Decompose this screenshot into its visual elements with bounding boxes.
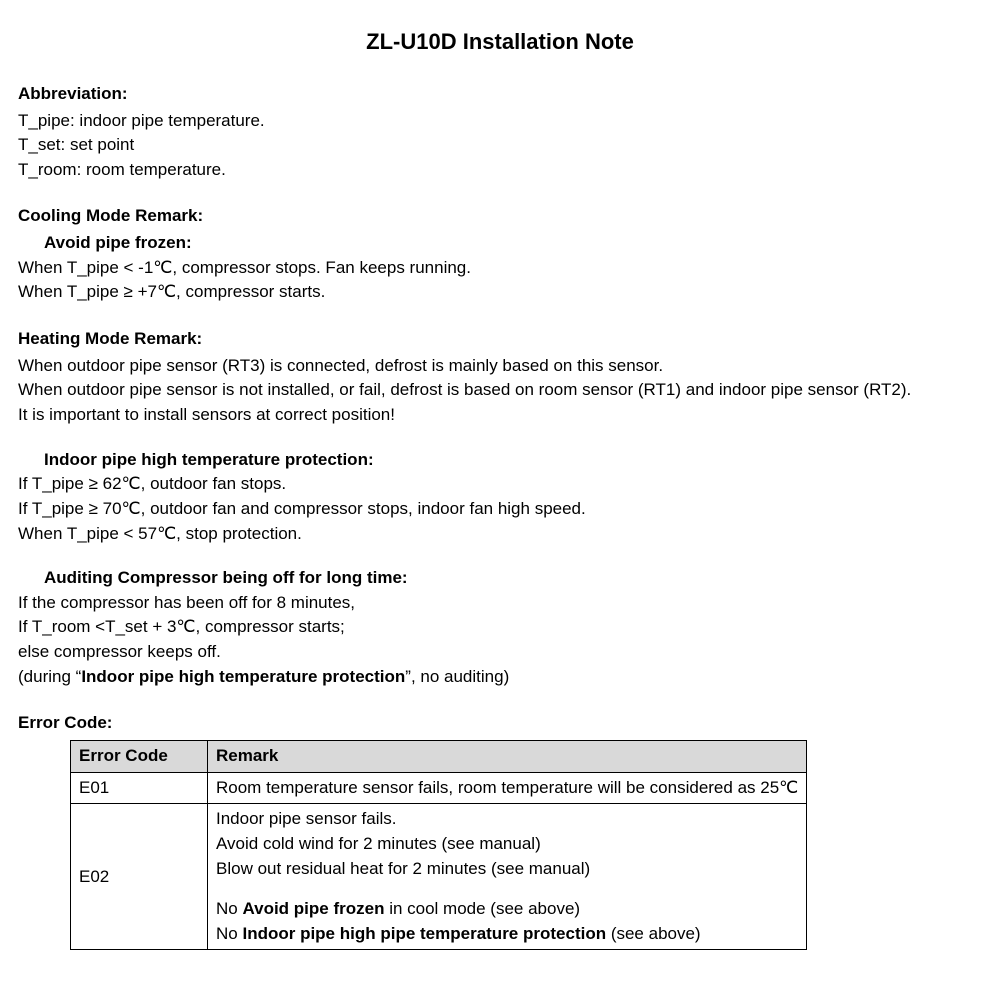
heating-line: When outdoor pipe sensor is not installe… — [18, 378, 982, 403]
error-col-code: Error Code — [71, 740, 208, 772]
cooling-line: When T_pipe ≥ +7℃, compressor starts. — [18, 280, 982, 305]
page-title: ZL-U10D Installation Note — [18, 26, 982, 58]
remark-text: in cool mode (see above) — [384, 899, 580, 918]
abbrev-line: T_pipe: indoor pipe temperature. — [18, 109, 982, 134]
abbrev-heading: Abbreviation: — [18, 82, 982, 107]
table-row: E02 Indoor pipe sensor fails. Avoid cold… — [71, 804, 807, 950]
heating-line: It is important to install sensors at co… — [18, 403, 982, 428]
remark-line: Avoid cold wind for 2 minutes (see manua… — [216, 832, 798, 857]
cooling-subhead: Avoid pipe frozen: — [44, 231, 982, 256]
remark-line: No Indoor pipe high pipe temperature pro… — [216, 922, 798, 947]
cooling-heading: Cooling Mode Remark: — [18, 204, 982, 229]
error-heading: Error Code: — [18, 711, 982, 736]
abbrev-line: T_room: room temperature. — [18, 158, 982, 183]
hightemp-subhead: Indoor pipe high temperature protection: — [44, 448, 982, 473]
table-header-row: Error Code Remark — [71, 740, 807, 772]
audit-subhead: Auditing Compressor being off for long t… — [44, 566, 982, 591]
table-row: E01 Room temperature sensor fails, room … — [71, 772, 807, 804]
remark-text-bold: Indoor pipe high pipe temperature protec… — [242, 924, 606, 943]
hightemp-line: If T_pipe ≥ 70℃, outdoor fan and compres… — [18, 497, 982, 522]
audit-line: else compressor keeps off. — [18, 640, 982, 665]
heating-heading: Heating Mode Remark: — [18, 327, 982, 352]
remark-line: Blow out residual heat for 2 minutes (se… — [216, 857, 798, 882]
abbrev-line: T_set: set point — [18, 133, 982, 158]
error-table: Error Code Remark E01 Room temperature s… — [70, 740, 807, 950]
remark-text: No — [216, 899, 242, 918]
error-code-cell: E02 — [71, 804, 208, 950]
audit-line: If the compressor has been off for 8 min… — [18, 591, 982, 616]
remark-line: No Avoid pipe frozen in cool mode (see a… — [216, 897, 798, 922]
remark-text: (see above) — [606, 924, 701, 943]
hightemp-line: If T_pipe ≥ 62℃, outdoor fan stops. — [18, 472, 982, 497]
error-col-remark: Remark — [208, 740, 807, 772]
audit-text: (during “ — [18, 667, 81, 686]
error-code-cell: E01 — [71, 772, 208, 804]
audit-line: (during “Indoor pipe high temperature pr… — [18, 665, 982, 690]
audit-line: If T_room <T_set + 3℃, compressor starts… — [18, 615, 982, 640]
error-remark-cell: Room temperature sensor fails, room temp… — [208, 772, 807, 804]
remark-text: No — [216, 924, 242, 943]
remark-line: Indoor pipe sensor fails. — [216, 807, 798, 832]
audit-text: ”, no auditing) — [405, 667, 509, 686]
heating-line: When outdoor pipe sensor (RT3) is connec… — [18, 354, 982, 379]
cooling-line: When T_pipe < -1℃, compressor stops. Fan… — [18, 256, 982, 281]
audit-text-bold: Indoor pipe high temperature protection — [81, 667, 405, 686]
remark-text-bold: Avoid pipe frozen — [242, 899, 384, 918]
hightemp-line: When T_pipe < 57℃, stop protection. — [18, 522, 982, 547]
error-remark-cell: Indoor pipe sensor fails. Avoid cold win… — [208, 804, 807, 950]
spacer — [216, 881, 798, 897]
